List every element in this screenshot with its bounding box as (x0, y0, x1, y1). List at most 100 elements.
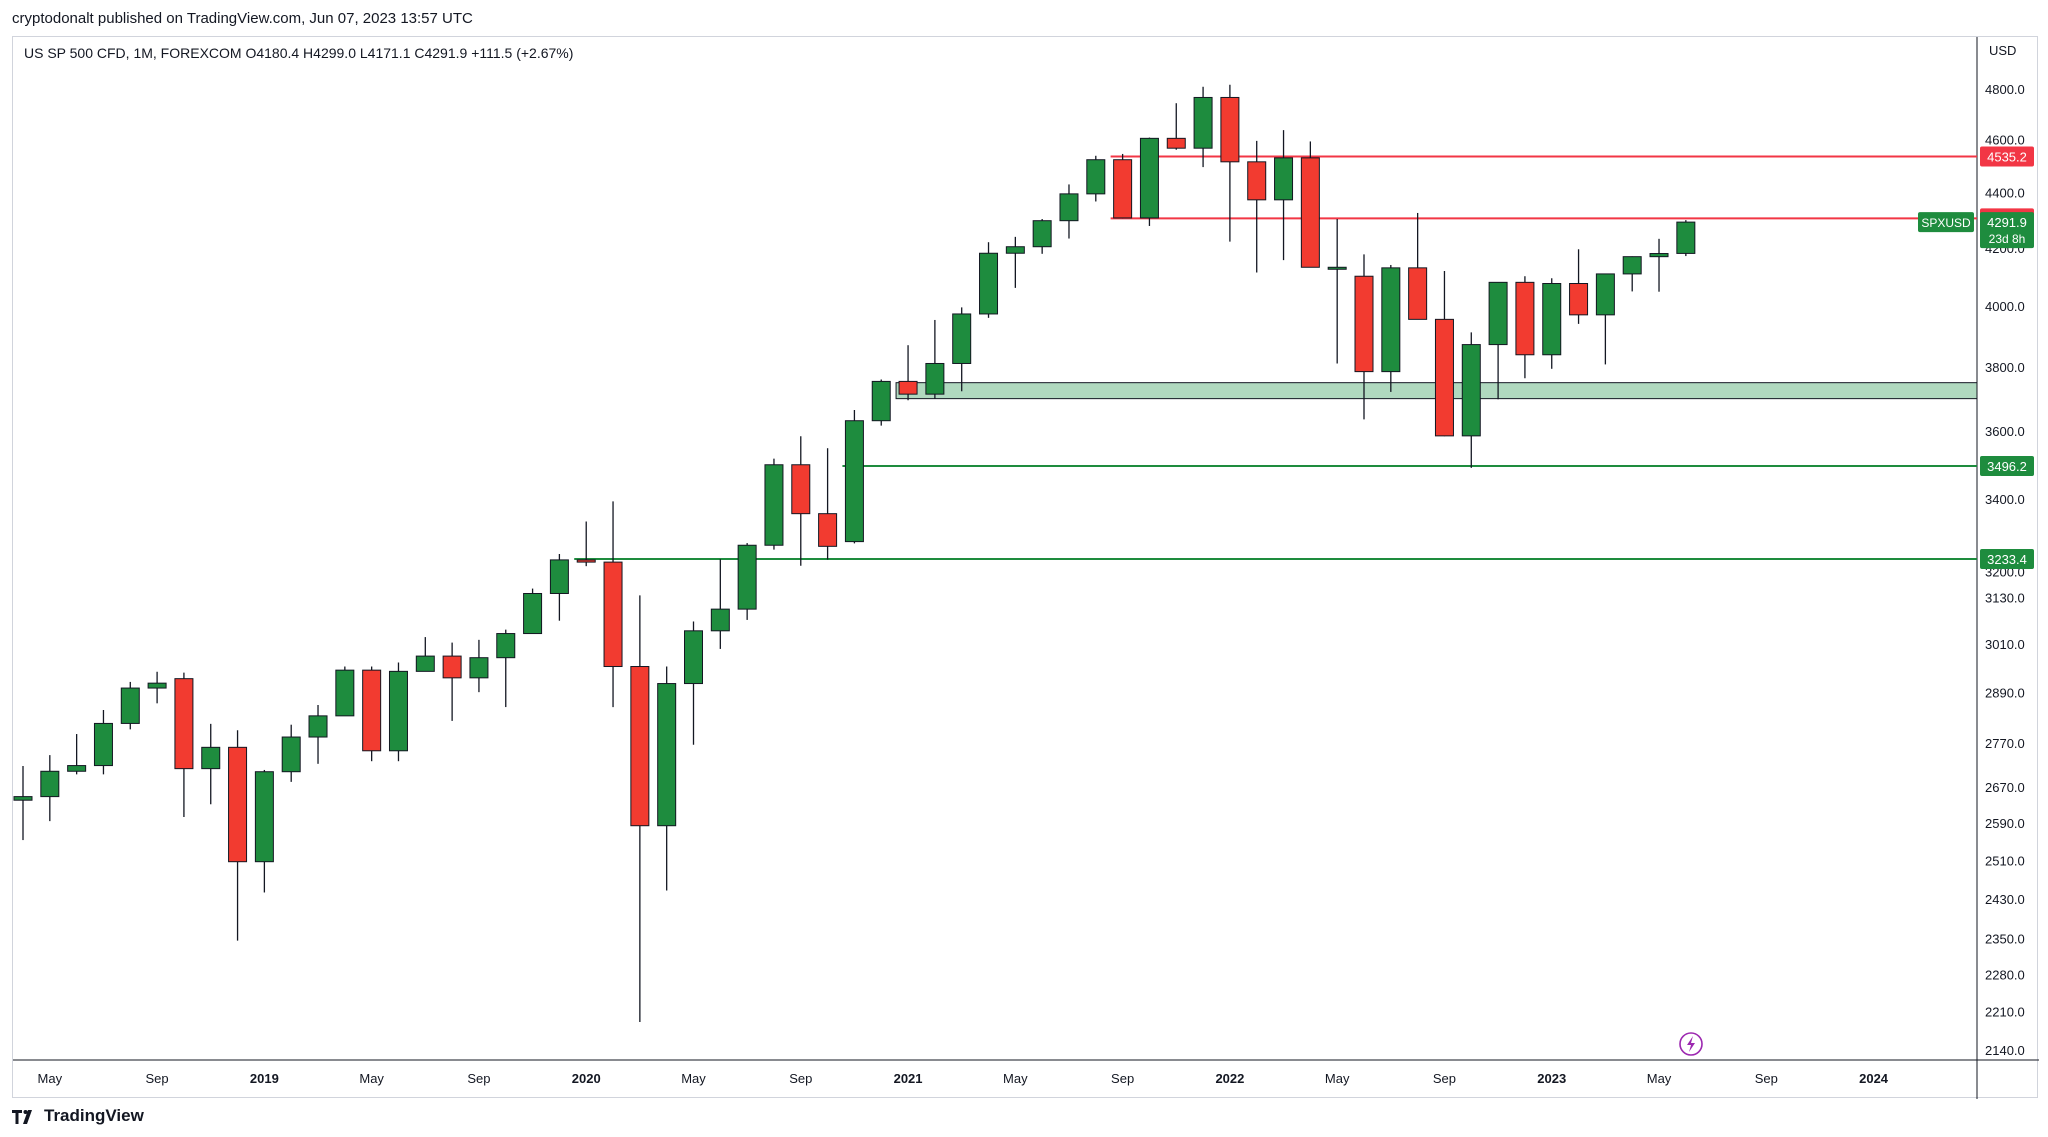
candle-body-2021-07[interactable] (1059, 193, 1079, 222)
price-tick-2770.0: 2770.0 (1985, 736, 2025, 751)
lightning-bolt (1687, 1036, 1695, 1052)
candle-body-2019-07[interactable] (415, 655, 435, 672)
time-tick-Sep-2022: Sep (1433, 1071, 1456, 1086)
candle-body-2020-07[interactable] (737, 544, 757, 610)
candle-body-2021-05[interactable] (1005, 246, 1025, 254)
candle-body-2022-07[interactable] (1381, 267, 1401, 373)
candle-body-2018-12[interactable] (228, 746, 248, 863)
candle-body-2019-03[interactable] (308, 715, 328, 738)
candle-body-2022-10[interactable] (1461, 344, 1481, 437)
candle-body-2022-12[interactable] (1515, 281, 1535, 356)
candle-body-2022-01[interactable] (1220, 96, 1240, 163)
candle-body-2019-02[interactable] (281, 736, 301, 773)
candle-body-2019-09[interactable] (469, 657, 489, 679)
candle-body-2022-06[interactable] (1354, 275, 1374, 373)
candle-body-2018-07[interactable] (93, 722, 113, 767)
candle-body-2020-02[interactable] (603, 561, 623, 668)
tradingview-icon (12, 1110, 32, 1124)
price-tick-4400.0: 4400.0 (1985, 186, 2025, 201)
time-tick-May-2023: May (1647, 1071, 1672, 1086)
candle-body-2023-05[interactable] (1649, 253, 1669, 258)
time-tick-May-2020: May (681, 1071, 706, 1086)
time-tick-May-2019: May (359, 1071, 384, 1086)
candle-body-2020-01[interactable] (576, 559, 596, 563)
lightning-icon[interactable] (1679, 1032, 1703, 1056)
candle-body-2021-04[interactable] (979, 252, 999, 315)
symbol-tag[interactable] (1918, 212, 1974, 233)
candlestick-chart[interactable]: USD4800.04600.04400.04200.04000.03800.03… (13, 37, 2039, 1099)
candle-body-2020-03[interactable] (630, 666, 650, 827)
candle-body-2018-09[interactable] (147, 682, 167, 689)
tradingview-logo[interactable]: TradingView (12, 1106, 144, 1126)
candle-body-2018-05[interactable] (40, 770, 60, 798)
candle-body-2019-06[interactable] (388, 670, 408, 752)
level-3496.2-badge (1980, 456, 2034, 477)
candle-body-2023-06[interactable] (1676, 221, 1696, 254)
candle-body-2022-04[interactable] (1300, 157, 1320, 268)
candle-body-2018-06[interactable] (67, 765, 87, 772)
price-tick-2430.0: 2430.0 (1985, 892, 2025, 907)
candle-body-2021-09[interactable] (1113, 159, 1133, 219)
candle-body-2022-02[interactable] (1247, 161, 1267, 201)
level-3233.4-badge (1980, 549, 2034, 570)
candle-body-2020-05[interactable] (684, 630, 703, 685)
price-tick-2140.0: 2140.0 (1985, 1043, 2025, 1058)
time-tick-Sep-2021: Sep (1111, 1071, 1134, 1086)
candle-body-2018-10[interactable] (174, 678, 194, 770)
brand-name: TradingView (44, 1106, 144, 1125)
candle-body-2019-11[interactable] (523, 592, 543, 635)
last-price-value: 4291.9 (1987, 215, 2027, 230)
candle-body-2019-01[interactable] (254, 771, 274, 863)
symbol-tag-text: SPXUSD (1921, 216, 1971, 230)
time-tick-2024-2024: 2024 (1859, 1071, 1889, 1086)
candle-body-2020-04[interactable] (657, 683, 677, 827)
time-tick-2023-2023: 2023 (1537, 1071, 1566, 1086)
time-tick-Sep-2019: Sep (467, 1071, 490, 1086)
candle-body-2023-01[interactable] (1542, 283, 1562, 356)
candle-body-2020-08[interactable] (764, 464, 784, 546)
candle-body-2019-05[interactable] (362, 669, 382, 752)
candle-body-2023-03[interactable] (1595, 273, 1615, 316)
published-info: cryptodonalt published on TradingView.co… (12, 10, 473, 27)
candle-body-2019-10[interactable] (496, 633, 516, 659)
price-tick-2590.0: 2590.0 (1985, 816, 2025, 831)
candle-body-2021-11[interactable] (1166, 137, 1186, 149)
candle-body-2020-12[interactable] (871, 380, 891, 422)
price-tick-2280.0: 2280.0 (1985, 968, 2025, 983)
candle-body-2022-11[interactable] (1488, 281, 1508, 346)
candle-body-2020-06[interactable] (710, 608, 730, 632)
time-tick-May-2022: May (1325, 1071, 1350, 1086)
candle-body-2021-12[interactable] (1193, 96, 1213, 149)
candle-body-2020-11[interactable] (844, 420, 864, 543)
candle-body-2021-02[interactable] (925, 362, 945, 395)
currency-label: USD (1989, 43, 2016, 58)
candle-body-2023-04[interactable] (1622, 256, 1642, 275)
candle-body-2018-11[interactable] (201, 746, 221, 770)
candle-body-2023-02[interactable] (1569, 283, 1589, 316)
candle-body-2021-08[interactable] (1086, 159, 1106, 195)
candle-body-2021-01[interactable] (898, 380, 918, 395)
chart-frame[interactable]: USD 4800.0 4600.0 4400.0 4200.0 4000.0 3800.0 3… (12, 36, 2039, 1099)
candle-body-2019-04[interactable] (335, 669, 355, 717)
last-price-badge (1980, 212, 2034, 249)
candle-body-2021-06[interactable] (1032, 220, 1052, 248)
candle-body-2022-05[interactable] (1327, 266, 1347, 270)
candle-body-2018-04[interactable] (13, 796, 33, 801)
candle-body-2022-09[interactable] (1434, 318, 1454, 437)
level-3496.2-badge-text: 3496.2 (1987, 459, 2027, 474)
price-tick-2350.0: 2350.0 (1985, 932, 2025, 947)
symbol-legend: US SP 500 CFD, 1M, FOREXCOM O4180.4 H429… (24, 45, 574, 61)
time-tick-May-2021: May (1003, 1071, 1028, 1086)
candle-body-2019-12[interactable] (549, 559, 569, 594)
time-tick-Sep-2020: Sep (789, 1071, 812, 1086)
candle-body-2019-08[interactable] (442, 655, 462, 679)
candle-body-2021-03[interactable] (952, 313, 972, 364)
candle-body-2018-08[interactable] (120, 687, 140, 724)
candle-body-2020-10[interactable] (818, 513, 838, 547)
price-tick-3800.0: 3800.0 (1985, 360, 2025, 375)
candle-body-2020-09[interactable] (791, 464, 811, 515)
candle-body-2022-03[interactable] (1274, 157, 1294, 201)
price-tick-2890.0: 2890.0 (1985, 686, 2025, 701)
candle-body-2021-10[interactable] (1139, 137, 1159, 219)
candle-body-2022-08[interactable] (1408, 267, 1428, 320)
